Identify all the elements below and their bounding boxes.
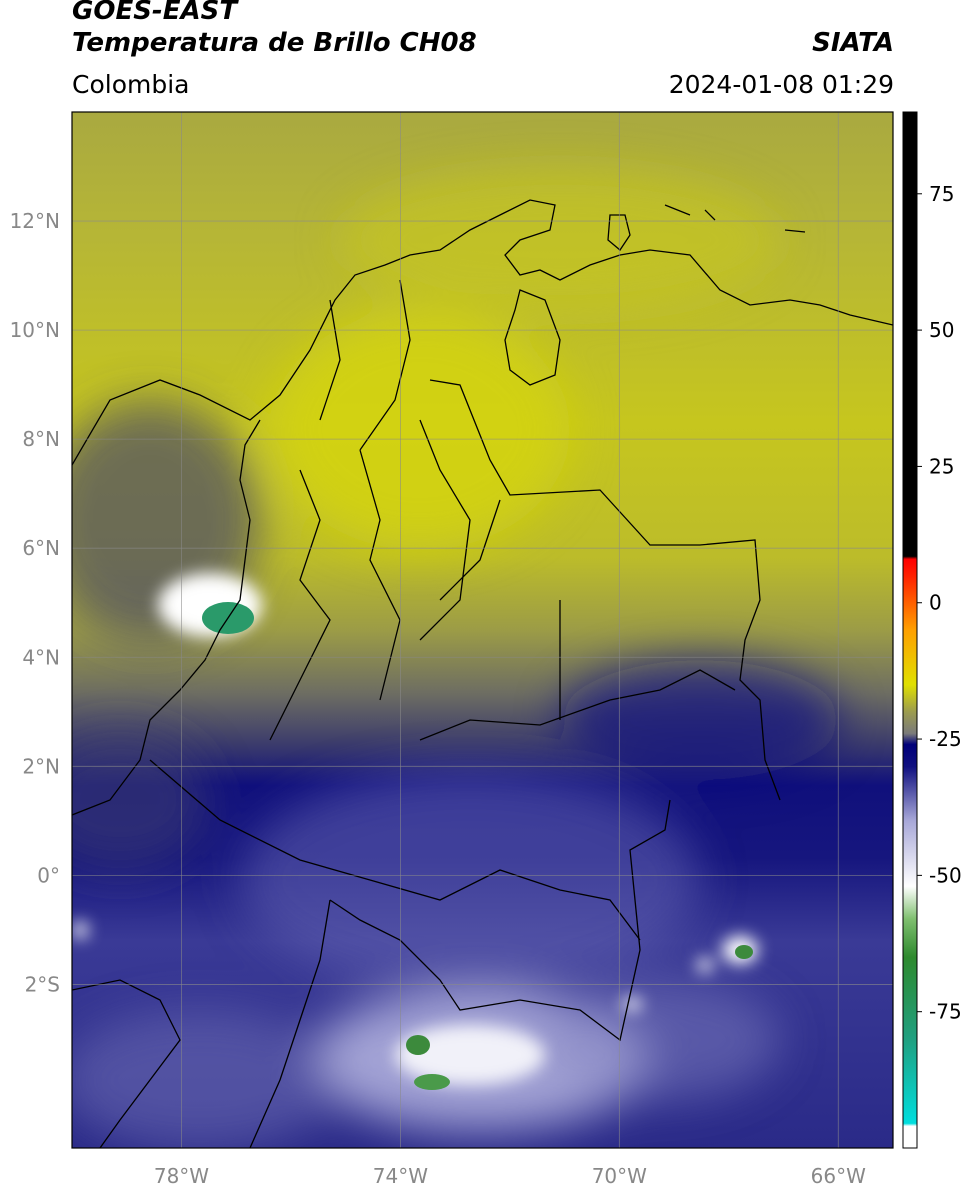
venezuela-islands	[607, 204, 806, 251]
lat-tick-label: 0°	[37, 863, 60, 887]
lake-maracaibo	[504, 289, 561, 386]
colorbar-tick-label: 75	[929, 182, 954, 206]
colorbar-tick-label: 0	[929, 591, 942, 615]
satellite-title: GOES-EAST	[72, 0, 238, 26]
caribbean-coastline	[72, 199, 893, 466]
brazil-venezuela-border	[419, 669, 736, 741]
colorbar-tick-label: -50	[929, 863, 962, 887]
ecuador-peru-border	[72, 899, 331, 1148]
lon-tick-label: 70°W	[592, 1164, 647, 1188]
colorbar-tick-label: 25	[929, 454, 954, 478]
pacific-coastline	[72, 419, 261, 816]
internal-boundaries	[269, 279, 561, 741]
product-title: Temperatura de Brillo CH08	[72, 28, 477, 58]
timestamp-label: 2024-01-08 01:29	[668, 70, 894, 99]
lat-tick-label: 2°S	[25, 972, 60, 996]
colorbar-bar	[903, 112, 917, 1148]
borders-layer	[72, 199, 893, 1148]
imagery-layer	[72, 112, 893, 1148]
latitude-labels: 12°N 10°N 8°N 6°N 4°N 2°N 0° 2°S	[10, 209, 60, 996]
peru-brazil-border	[329, 799, 671, 1042]
colorbar-tick-label: -25	[929, 727, 962, 751]
longitude-labels: 78°W 74°W 70°W 66°W	[154, 1164, 866, 1188]
colorbar-tick-label: 50	[929, 318, 954, 342]
colorbar: 75 50 25 0 -25 -50 -75	[902, 111, 962, 1149]
lon-tick-label: 74°W	[373, 1164, 428, 1188]
colombia-south-border	[149, 759, 641, 941]
organization-label: SIATA	[812, 28, 894, 58]
colorbar-tick-label: -75	[929, 1000, 962, 1024]
lon-tick-label: 66°W	[811, 1164, 866, 1188]
lat-tick-label: 10°N	[10, 318, 60, 342]
colorbar-frame	[902, 111, 918, 1149]
map-frame	[71, 111, 894, 1149]
region-label: Colombia	[72, 70, 190, 99]
lat-tick-label: 8°N	[22, 427, 60, 451]
lon-tick-label: 78°W	[154, 1164, 209, 1188]
colorbar-ticks: 75 50 25 0 -25 -50 -75	[917, 182, 962, 1024]
lat-tick-label: 12°N	[10, 209, 60, 233]
lat-tick-label: 6°N	[22, 536, 60, 560]
colombia-venezuela-border	[429, 379, 781, 801]
lat-tick-label: 4°N	[22, 645, 60, 669]
map-grid	[72, 112, 893, 1148]
lat-tick-label: 2°N	[22, 754, 60, 778]
